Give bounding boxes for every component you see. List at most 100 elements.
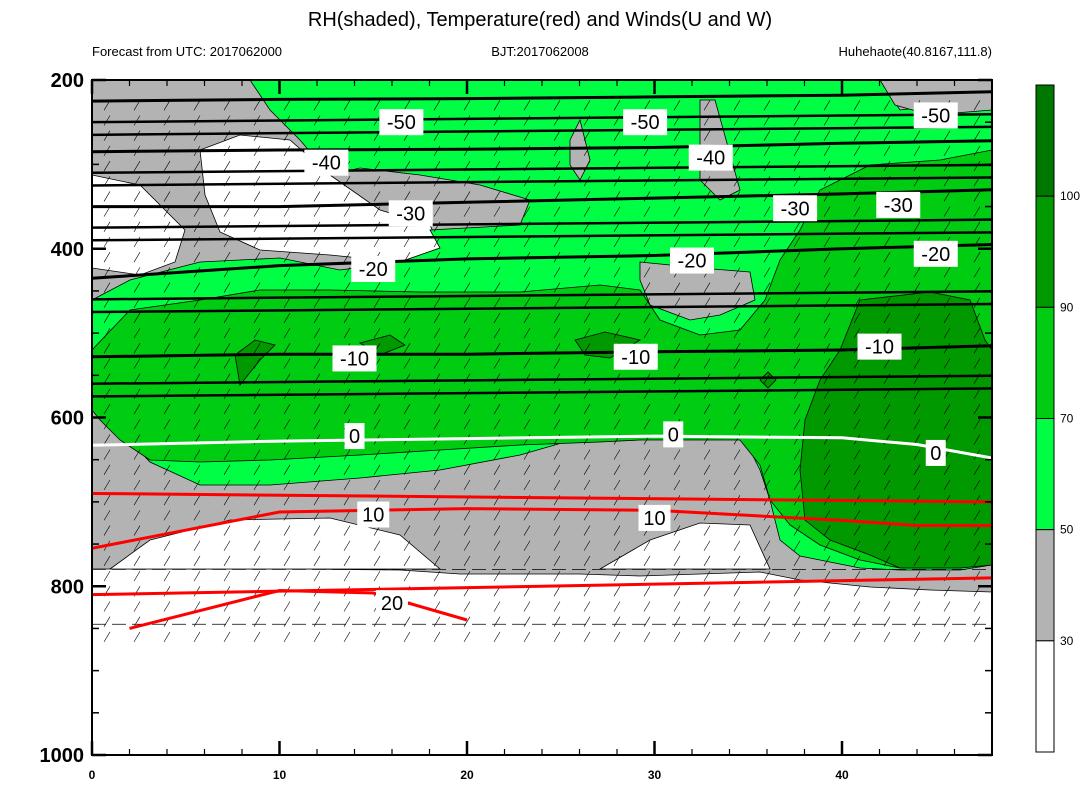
- wind-barb: [133, 327, 141, 339]
- wind-barb: [613, 206, 621, 217]
- wind-barb: [313, 252, 321, 263]
- contour-label: -30: [781, 198, 810, 220]
- wind-barb: [763, 176, 771, 187]
- wind-barb: [823, 464, 831, 475]
- wind-barb: [223, 191, 231, 202]
- wind-barb: [763, 312, 771, 324]
- wind-barb: [913, 145, 921, 157]
- wind-barb: [523, 358, 531, 369]
- wind-barb: [523, 555, 531, 567]
- wind-barb: [433, 555, 441, 567]
- contour-label: 20: [381, 593, 403, 615]
- wind-barb: [943, 464, 951, 475]
- wind-barb: [133, 115, 141, 126]
- wind-barb: [883, 464, 891, 475]
- wind-barb: [853, 510, 861, 521]
- wind-barb: [463, 479, 471, 491]
- wind-barb: [823, 115, 831, 126]
- wind-barb: [373, 312, 381, 324]
- wind-barb: [973, 221, 981, 232]
- wind-barb: [403, 419, 411, 430]
- wind-barb: [373, 449, 381, 460]
- wind-barb: [403, 100, 411, 111]
- wind-barb: [883, 616, 891, 627]
- wind-barb: [223, 297, 231, 308]
- wind-barb: [223, 130, 231, 141]
- wind-barb: [853, 631, 861, 643]
- wind-barb: [133, 495, 141, 506]
- wind-barb: [313, 191, 321, 202]
- contour-label: 10: [362, 505, 384, 527]
- wind-barb: [283, 282, 291, 293]
- wind-barb: [373, 570, 381, 582]
- wind-barb: [283, 525, 291, 536]
- wind-barb: [973, 388, 981, 400]
- wind-barb: [223, 555, 231, 567]
- wind-barb: [793, 586, 801, 597]
- wind-barb: [283, 434, 291, 445]
- wind-barb: [973, 434, 981, 445]
- wind-barb: [463, 373, 471, 384]
- wind-barb: [943, 631, 951, 643]
- wind-barb: [463, 343, 471, 354]
- wind-barb: [493, 373, 501, 384]
- wind-barb: [583, 358, 591, 369]
- wind-barb: [373, 206, 381, 217]
- wind-barb: [703, 206, 711, 217]
- wind-barb: [673, 570, 681, 582]
- wind-barb: [703, 403, 711, 415]
- wind-barb: [283, 631, 291, 643]
- wind-barb: [583, 616, 591, 627]
- wind-barb: [973, 601, 981, 612]
- contour-label-box: [688, 144, 733, 171]
- wind-barb: [973, 510, 981, 521]
- wind-barb: [433, 631, 441, 643]
- wind-barb: [433, 373, 441, 384]
- wind-barb: [463, 145, 471, 157]
- wind-barb: [253, 100, 261, 111]
- wind-barb: [673, 601, 681, 612]
- wind-barb: [793, 419, 801, 430]
- wind-barb: [253, 327, 261, 339]
- wind-barb: [343, 312, 351, 324]
- wind-barb: [643, 495, 651, 506]
- wind-barb: [583, 388, 591, 400]
- wind-barb: [133, 464, 141, 475]
- wind-barb: [523, 525, 531, 536]
- wind-barb: [253, 601, 261, 612]
- wind-barb: [853, 282, 861, 293]
- wind-barb: [523, 510, 531, 521]
- wind-barb: [703, 616, 711, 627]
- wind-barb: [853, 403, 861, 415]
- wind-barb: [973, 312, 981, 324]
- wind-barb: [853, 206, 861, 217]
- wind-barb: [673, 130, 681, 141]
- wind-barb: [193, 449, 201, 460]
- wind-barb: [643, 479, 651, 491]
- wind-barb: [193, 495, 201, 506]
- wind-barb: [223, 312, 231, 324]
- wind-barb: [163, 343, 171, 354]
- wind-barb: [703, 130, 711, 141]
- wind-barb: [973, 419, 981, 430]
- wind-barb: [853, 252, 861, 263]
- wind-barb: [703, 100, 711, 111]
- wind-barb: [193, 252, 201, 263]
- wind-barb: [163, 191, 171, 202]
- wind-barb: [733, 586, 741, 597]
- wind-barb: [133, 419, 141, 430]
- wind-barb: [973, 145, 981, 157]
- wind-barb: [793, 130, 801, 141]
- wind-barb: [253, 343, 261, 354]
- wind-barb: [283, 252, 291, 263]
- wind-barb: [583, 525, 591, 536]
- wind-barb: [703, 282, 711, 293]
- wind-barb: [403, 403, 411, 415]
- wind-barb: [643, 206, 651, 217]
- wind-barb: [613, 282, 621, 293]
- wind-barb: [253, 540, 261, 551]
- wind-barb: [193, 479, 201, 491]
- wind-barb: [583, 479, 591, 491]
- rh-shade-90: [799, 291, 992, 569]
- wind-barb: [913, 297, 921, 308]
